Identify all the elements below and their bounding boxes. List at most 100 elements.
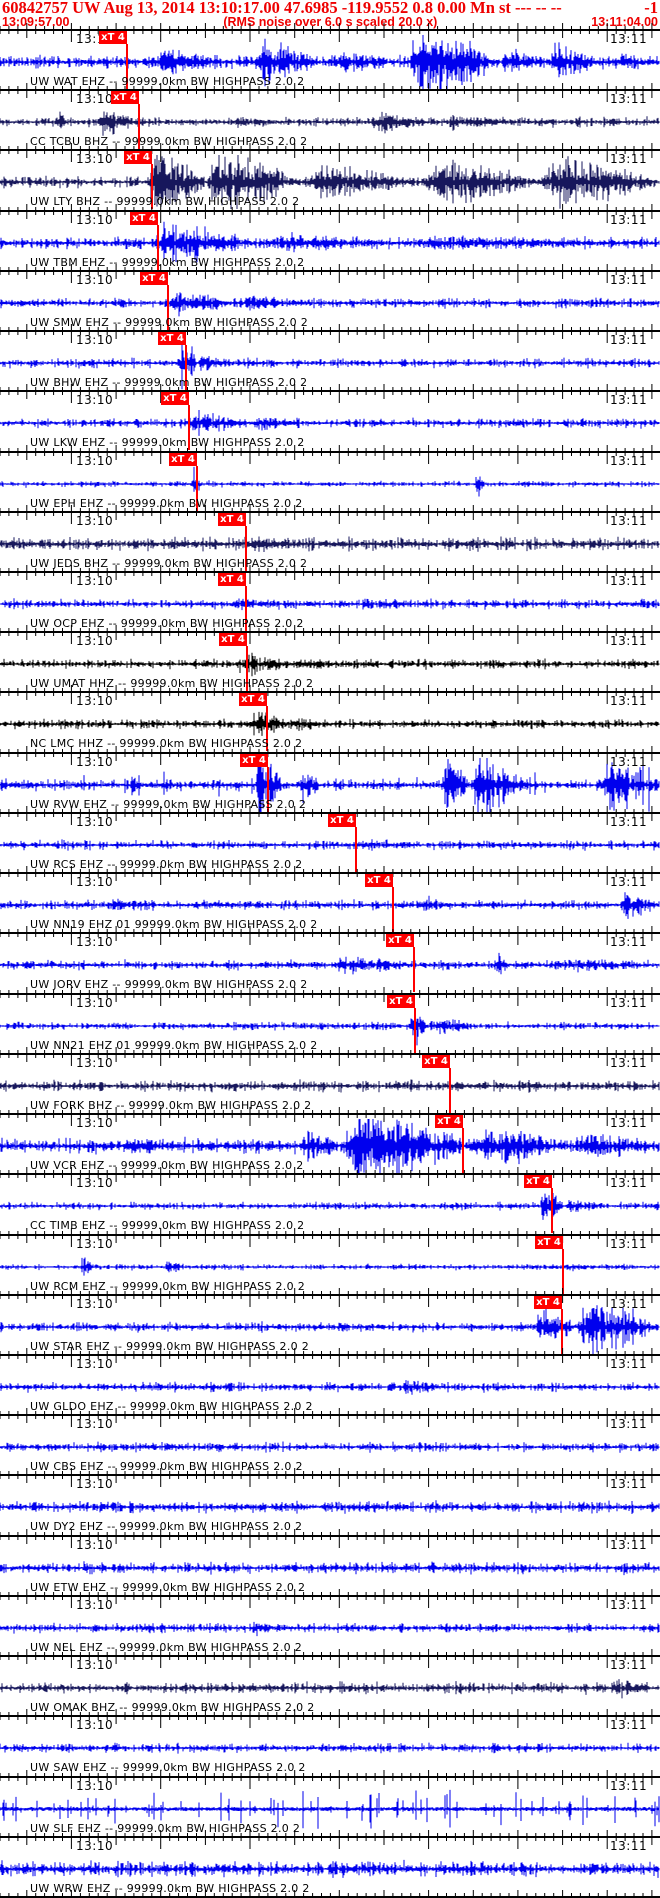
trace-row-rcs[interactable]: 13:10 13:11 xT 4 UW RCS EHZ -- 99999.0km… [0, 805, 660, 873]
phase-pick-flag[interactable]: xT 4 [169, 452, 197, 466]
phase-pick-line [188, 405, 190, 451]
trace-row-smw[interactable]: 13:10 13:11 xT 4 UW SMW EHZ -- 99999.0km… [0, 263, 660, 331]
phase-pick-flag[interactable]: xT 4 [239, 693, 267, 707]
trace-row-lkw[interactable]: 13:10 13:11 xT 4 UW LKW EHZ -- 99999.0km… [0, 384, 660, 451]
trace-row-timb[interactable]: 13:10 13:11 xT 4 CC TIMB EHZ -- 99999.0k… [0, 1167, 660, 1234]
waveform[interactable] [0, 320, 660, 391]
waveform[interactable] [0, 1224, 660, 1295]
trace-row-gldo[interactable]: 13:10 13:11 UW GLDO EHZ -- 99999.0km BW … [0, 1347, 660, 1415]
trace-row-ocp[interactable]: 13:10 13:11 xT 4 UW OCP EHZ -- 99999.0km… [0, 565, 660, 632]
waveform[interactable] [0, 802, 660, 873]
trace-row-umat[interactable]: 13:10 13:11 xT 4 UW UMAT HHZ -- 99999.0k… [0, 625, 660, 692]
waveform[interactable] [0, 742, 660, 813]
waveform[interactable] [0, 1284, 660, 1355]
phase-pick-flag[interactable]: xT 4 [218, 512, 246, 526]
waveform[interactable] [0, 380, 660, 451]
trace-row-omak[interactable]: 13:10 13:11 UW OMAK BHZ -- 99999.0km BW … [0, 1649, 660, 1716]
trace-end-time: 13:11 [610, 1296, 648, 1311]
trace-row-nel[interactable]: 13:10 13:11 UW NEL EHZ -- 99999.0km BW H… [0, 1588, 660, 1656]
trace-row-nn21[interactable]: 13:10 13:11 xT 4 UW NN21 EHZ 01 99999.0k… [0, 986, 660, 1054]
waveform[interactable] [0, 1344, 660, 1415]
phase-pick-line [151, 164, 153, 210]
waveform[interactable] [0, 260, 660, 331]
phase-pick-flag[interactable]: xT 4 [130, 211, 158, 225]
phase-pick-flag[interactable]: xT 4 [435, 1115, 463, 1129]
trace-start-time: 13:10 [76, 1055, 114, 1070]
waveform[interactable] [0, 139, 660, 210]
phase-pick-flag[interactable]: xT 4 [422, 1054, 450, 1068]
trace-start-time: 13:10 [76, 875, 114, 890]
waveform[interactable] [0, 1404, 660, 1475]
phase-pick-flag[interactable]: xT 4 [386, 934, 414, 948]
waveform[interactable] [0, 922, 660, 993]
trace-row-nn19[interactable]: 13:10 13:11 xT 4 UW NN19 EHZ 01 99999.0k… [0, 866, 660, 933]
waveform[interactable] [0, 19, 660, 90]
trace-row-lty[interactable]: 13:10 13:11 xT 4 UW LTY BHZ -- 99999.0km… [0, 143, 660, 210]
trace-end-time: 13:11 [610, 935, 648, 950]
phase-pick-flag[interactable]: xT 4 [111, 91, 139, 105]
trace-row-rvw[interactable]: 13:10 13:11 xT 4 UW RVW EHZ -- 99999.0km… [0, 745, 660, 813]
waveform[interactable] [0, 1585, 660, 1656]
trace-row-eph[interactable]: 13:10 13:11 xT 4 UW EPH EHZ -- 99999.0km… [0, 444, 660, 512]
trace-row-dy2[interactable]: 13:10 13:11 UW DY2 EHZ -- 99999.0km BW H… [0, 1468, 660, 1535]
trace-end-time: 13:11 [610, 212, 648, 227]
waveform[interactable] [0, 1705, 660, 1776]
phase-pick-line [355, 826, 357, 872]
trace-row-saw[interactable]: 13:10 13:11 UW SAW EHZ -- 99999.0km BW H… [0, 1709, 660, 1776]
trace-row-rcm[interactable]: 13:10 13:11 xT 4 UW RCM EHZ -- 99999.0km… [0, 1227, 660, 1295]
station-label: UW OCP EHZ -- 99999.0km BW HIGHPASS 2.0 … [30, 617, 304, 631]
trace-row-bhw[interactable]: 13:10 13:11 xT 4 UW BHW EHZ -- 99999.0km… [0, 324, 660, 391]
phase-pick-flag[interactable]: xT 4 [140, 271, 168, 285]
trace-end-time: 13:11 [610, 574, 648, 589]
trace-row-etw[interactable]: 13:10 13:11 UW ETW EHZ -- 99999.0km BW H… [0, 1528, 660, 1596]
waveform[interactable] [0, 1464, 660, 1535]
waveform[interactable] [0, 1766, 660, 1837]
trace-end-time: 13:11 [610, 1778, 648, 1793]
waveform[interactable] [0, 1103, 660, 1174]
trace-row-jorv[interactable]: 13:10 13:11 xT 4 UW JORV EHZ -- 99999.0k… [0, 926, 660, 993]
waveform[interactable] [0, 501, 660, 572]
phase-pick-flag[interactable]: xT 4 [328, 813, 356, 827]
phase-pick-flag[interactable]: xT 4 [365, 874, 393, 888]
waveform[interactable] [0, 441, 660, 512]
waveform[interactable] [0, 862, 660, 933]
phase-pick-flag[interactable]: xT 4 [534, 1295, 562, 1309]
phase-pick-line [266, 706, 268, 752]
waveform[interactable] [0, 621, 660, 692]
waveform[interactable] [0, 79, 660, 150]
trace-row-vcr[interactable]: 13:10 13:11 xT 4 UW VCR EHZ -- 99999.0km… [0, 1107, 660, 1174]
phase-pick-flag[interactable]: xT 4 [535, 1235, 563, 1249]
waveform[interactable] [0, 1163, 660, 1234]
phase-pick-flag[interactable]: xT 4 [524, 1175, 552, 1189]
trace-end-time: 13:11 [610, 995, 648, 1010]
waveform[interactable] [0, 1645, 660, 1716]
trace-row-fork[interactable]: 13:10 13:11 xT 4 UW FORK BHZ -- 99999.0k… [0, 1046, 660, 1114]
trace-row-slf[interactable]: 13:10 13:11 UW SLF EHZ -- 99999.0km BW H… [0, 1769, 660, 1837]
phase-pick-flag[interactable]: xT 4 [219, 633, 247, 647]
trace-end-time: 13:11 [610, 1658, 648, 1673]
phase-pick-flag[interactable]: xT 4 [387, 994, 415, 1008]
trace-row-jeds[interactable]: 13:10 13:11 xT 4 UW JEDS BHZ -- 99999.0k… [0, 504, 660, 572]
waveform[interactable] [0, 200, 660, 271]
waveform[interactable] [0, 1826, 660, 1897]
phase-pick-flag[interactable]: xT 4 [161, 392, 189, 406]
waveform[interactable] [0, 561, 660, 632]
phase-pick-flag[interactable]: xT 4 [99, 31, 127, 44]
phase-pick-flag[interactable]: xT 4 [240, 753, 268, 767]
trace-row-tbm[interactable]: 13:10 13:11 xT 4 UW TBM EHZ -- 99999.0km… [0, 203, 660, 271]
waveform[interactable] [0, 681, 660, 752]
trace-row-wrw[interactable]: 13:10 13:11 UW WRW EHZ -- 99999.0km BW H… [0, 1829, 660, 1897]
waveform[interactable] [0, 983, 660, 1054]
phase-pick-flag[interactable]: xT 4 [158, 332, 186, 346]
station-label: UW OMAK BHZ -- 99999.0km BW HIGHPASS 2.0… [30, 1701, 315, 1715]
waveform[interactable] [0, 1525, 660, 1596]
trace-row-wat[interactable]: 13:10 13:11 xT 4 UW WAT EHZ -- 99999.0km… [0, 23, 660, 90]
phase-pick-flag[interactable]: xT 4 [124, 151, 152, 165]
phase-pick-flag[interactable]: xT 4 [218, 573, 246, 587]
trace-row-star[interactable]: 13:10 13:11 xT 4 UW STAR EHZ -- 99999.0k… [0, 1287, 660, 1355]
trace-row-tcbu[interactable]: 13:10 13:11 xT 4 CC TCBU BHZ -- 99999.0k… [0, 83, 660, 150]
station-label: UW SMW EHZ -- 99999.0km BW HIGHPASS 2.0 … [30, 315, 309, 329]
trace-row-lmc[interactable]: 13:10 13:11 xT 4 NC LMC HHZ -- 99999.0km… [0, 685, 660, 752]
trace-row-cbs[interactable]: 13:10 13:11 UW CBS EHZ -- 99999.0km BW H… [0, 1408, 660, 1475]
waveform[interactable] [0, 1043, 660, 1114]
